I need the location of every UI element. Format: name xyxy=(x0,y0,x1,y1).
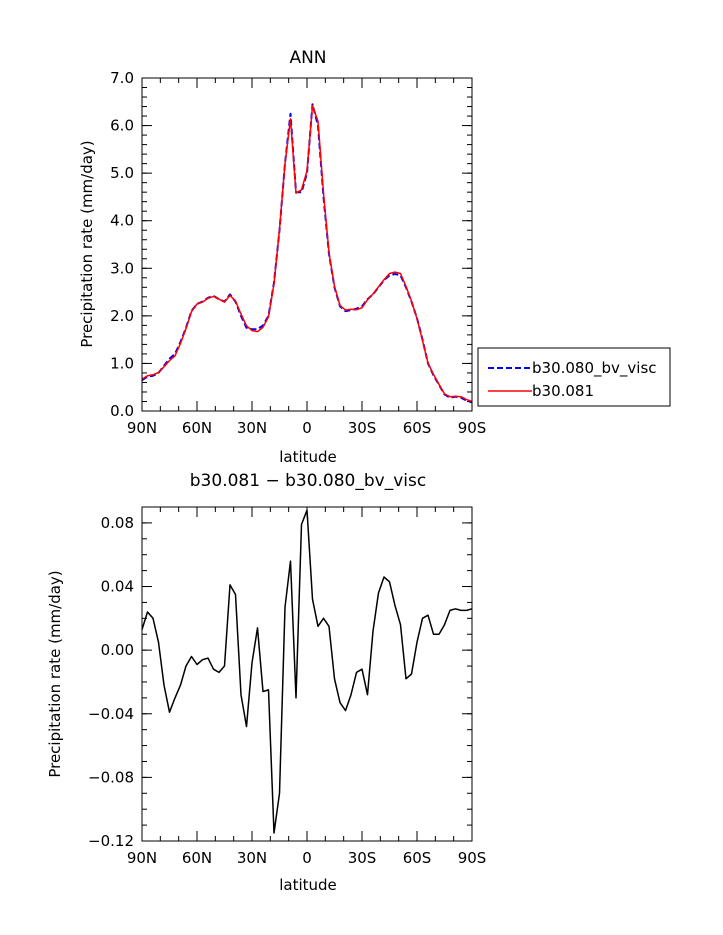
top-y-tick-label: 1.0 xyxy=(110,354,134,372)
top-x-axis-label: latitude xyxy=(279,448,337,466)
bottom-y-tick-label: −0.04 xyxy=(88,705,134,723)
bottom-x-tick-label: 30S xyxy=(348,849,377,867)
bottom-chart: b30.081 − b30.080_bv_visc 90N 60N 30N 0 30S 6… xyxy=(46,471,486,894)
top-plot-frame xyxy=(141,77,473,412)
bottom-series xyxy=(141,509,473,834)
bottom-y-tick-label: 0.00 xyxy=(101,641,134,659)
bottom-x-tick-label: 90S xyxy=(458,849,487,867)
top-series xyxy=(141,103,473,404)
top-x-tick-label: 90S xyxy=(458,419,487,437)
top-series-line-0 xyxy=(141,103,473,404)
top-x-tick-label: 30S xyxy=(348,419,377,437)
top-x-tick-label: 0 xyxy=(302,419,312,437)
bottom-x-tick-label: 30N xyxy=(237,849,267,867)
top-y-tick-label: 4.0 xyxy=(110,212,134,230)
bottom-plot-frame xyxy=(141,506,473,842)
top-x-tick-label: 60S xyxy=(403,419,432,437)
bottom-x-tick-label: 60S xyxy=(403,849,432,867)
top-y-tick-label: 6.0 xyxy=(110,117,134,135)
top-y-tick-label: 3.0 xyxy=(110,259,134,277)
bottom-chart-title: b30.081 − b30.080_bv_visc xyxy=(190,471,426,491)
bottom-ticks: 90N 60N 30N 0 30S 60S 90S −0.12 −0.08 −0.04 0.00 0.… xyxy=(88,506,487,867)
top-x-tick-label: 30N xyxy=(237,419,267,437)
top-ticks: 90N 60N 30N 0 30S 60S 90S 0.0 1.0 2.0 3.0 4.0 5.0 6.0… xyxy=(110,69,486,437)
top-y-tick-label: 5.0 xyxy=(110,164,134,182)
bottom-y-tick-label: −0.08 xyxy=(88,768,134,786)
top-chart: ANN 90N 60N 30N 0 30S 60S 90S 0.0 1.0 2.0 3.0 4.0 5.… xyxy=(78,48,486,466)
bottom-series-line-0 xyxy=(141,509,473,834)
top-y-axis-label: Precipitation rate (mm/day) xyxy=(78,140,96,347)
bottom-y-tick-label: 0.04 xyxy=(101,578,134,596)
bottom-y-tick-label: 0.08 xyxy=(101,514,134,532)
top-y-tick-label: 2.0 xyxy=(110,307,134,325)
bottom-x-tick-label: 90N xyxy=(127,849,157,867)
bottom-y-axis-label: Precipitation rate (mm/day) xyxy=(46,570,64,777)
top-x-tick-label: 90N xyxy=(127,419,157,437)
top-y-tick-label: 7.0 xyxy=(110,69,134,87)
bottom-y-tick-label: −0.12 xyxy=(88,832,134,850)
top-x-tick-label: 60N xyxy=(182,419,212,437)
legend-label-0: b30.080_bv_visc xyxy=(532,359,657,378)
bottom-x-tick-label: 0 xyxy=(302,849,312,867)
top-series-line-1 xyxy=(141,104,473,403)
bottom-x-tick-label: 60N xyxy=(182,849,212,867)
legend-box xyxy=(477,347,671,407)
legend-label-1: b30.081 xyxy=(532,382,594,400)
top-y-tick-label: 0.0 xyxy=(110,402,134,420)
top-chart-title: ANN xyxy=(289,48,326,68)
legend: b30.080_bv_visc b30.081 xyxy=(477,347,671,407)
bottom-x-axis-label: latitude xyxy=(279,876,337,894)
